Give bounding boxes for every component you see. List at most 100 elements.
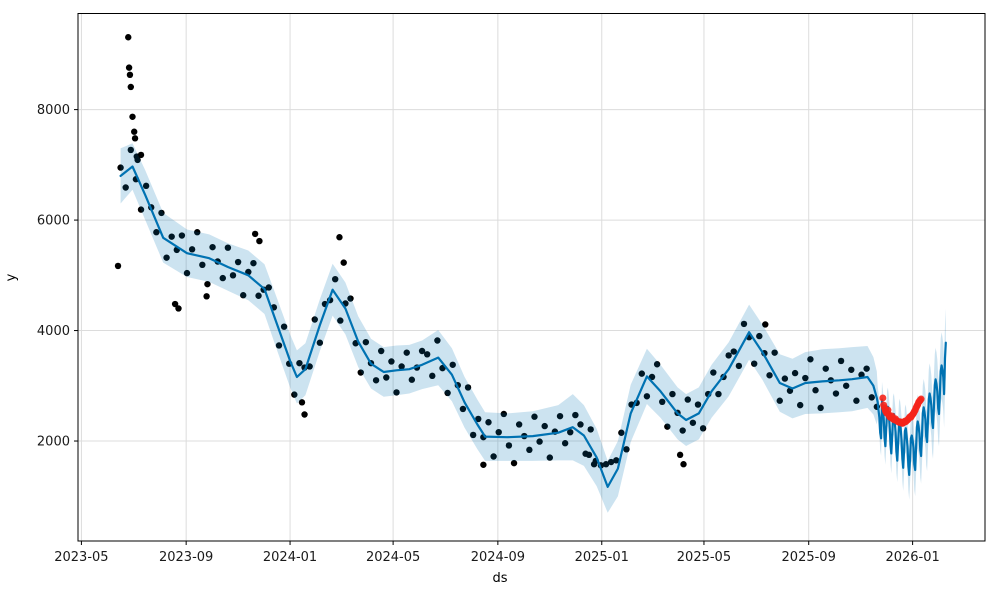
history-data-point: [311, 316, 318, 323]
history-data-point: [347, 295, 354, 302]
history-data-point: [306, 363, 313, 370]
history-data-point: [590, 461, 598, 468]
history-data-point: [802, 374, 809, 382]
history-data-point: [680, 461, 687, 468]
history-data-point: [515, 421, 523, 428]
history-data-point: [131, 128, 138, 135]
history-data-point: [256, 237, 263, 245]
history-data-point: [137, 206, 145, 213]
history-data-point: [362, 338, 370, 346]
history-data-point: [694, 401, 702, 408]
history-data-point: [255, 292, 262, 299]
history-data-point: [383, 374, 390, 381]
history-data-point: [158, 209, 165, 217]
history-data-point: [418, 347, 426, 355]
history-data-point: [316, 339, 324, 346]
history-data-point: [171, 300, 179, 308]
history-data-point: [771, 349, 778, 356]
history-data-point: [444, 389, 451, 397]
x-tick-label: 2025-01: [575, 550, 629, 565]
history-data-point: [505, 442, 513, 449]
history-data-point: [648, 373, 656, 381]
history-data-point: [679, 427, 686, 434]
history-data-point: [740, 320, 748, 328]
history-data-point: [781, 375, 789, 382]
history-data-point: [556, 412, 564, 420]
history-data-point: [587, 426, 594, 433]
history-data-point: [127, 146, 135, 154]
history-data-point: [234, 258, 242, 266]
history-data-point: [340, 259, 347, 266]
history-data-point: [613, 457, 620, 464]
history-data-point: [756, 332, 763, 340]
history-data-point: [331, 275, 339, 283]
history-data-point: [602, 461, 610, 468]
history-data-point: [480, 461, 487, 468]
history-data-point: [251, 230, 259, 238]
y-tick-label: 6000: [37, 214, 70, 229]
history-data-point: [730, 348, 737, 355]
history-data-point: [423, 351, 431, 358]
history-data-point: [125, 64, 133, 71]
history-data-point: [301, 411, 308, 418]
history-data-point: [561, 440, 569, 447]
history-data-point: [209, 243, 216, 251]
history-data-point: [817, 404, 824, 412]
history-data-point: [142, 182, 150, 190]
history-data-point: [153, 229, 160, 236]
history-data-point: [676, 451, 684, 459]
history-data-point: [357, 369, 364, 376]
history-data-point: [623, 446, 630, 453]
history-data-point: [183, 269, 191, 277]
history-data-point: [372, 377, 380, 384]
history-data-point: [229, 272, 237, 279]
y-tick-label: 4000: [37, 324, 70, 339]
history-data-point: [194, 229, 201, 236]
history-data-point: [408, 376, 416, 383]
history-data-point: [393, 389, 400, 396]
history-data-point: [531, 413, 538, 420]
history-data-point: [510, 459, 518, 467]
history-data-point: [127, 83, 135, 91]
history-data-point: [812, 387, 819, 394]
uncertainty-band: [120, 143, 946, 513]
history-data-point: [664, 423, 671, 430]
history-data-point: [567, 428, 574, 436]
history-data-point: [699, 425, 707, 432]
history-data-point: [837, 357, 845, 365]
history-data-point: [178, 232, 186, 239]
history-data-point: [572, 411, 579, 419]
history-data-point: [250, 259, 257, 267]
history-data-point: [398, 363, 405, 370]
history-data-point: [117, 164, 124, 171]
history-data-point: [125, 34, 132, 41]
history-data-point: [607, 458, 615, 466]
history-data-point: [114, 262, 122, 270]
history-data-point: [175, 305, 182, 312]
history-data-point: [134, 156, 141, 164]
history-data-point: [546, 454, 554, 461]
history-data-point: [475, 415, 482, 423]
history-data-point: [203, 293, 210, 300]
history-data-point: [853, 397, 860, 404]
history-data-point: [536, 438, 543, 445]
history-data-point: [265, 284, 272, 291]
history-data-point: [500, 410, 508, 418]
x-tick-label: 2026-01: [885, 550, 939, 565]
y-tick-label: 8000: [37, 103, 70, 118]
history-data-point: [469, 431, 477, 439]
history-data-point: [291, 391, 298, 398]
y-tick-label: 2000: [37, 435, 70, 450]
history-data-point: [377, 347, 385, 355]
history-data-point: [643, 393, 651, 400]
history-data-point: [776, 397, 783, 404]
history-data-point: [659, 398, 666, 406]
history-data-point: [219, 274, 226, 282]
history-data-point: [822, 365, 829, 372]
history-data-point: [689, 419, 697, 426]
history-data-point: [848, 366, 855, 373]
history-data-point: [863, 365, 870, 372]
history-data-point: [459, 405, 467, 413]
